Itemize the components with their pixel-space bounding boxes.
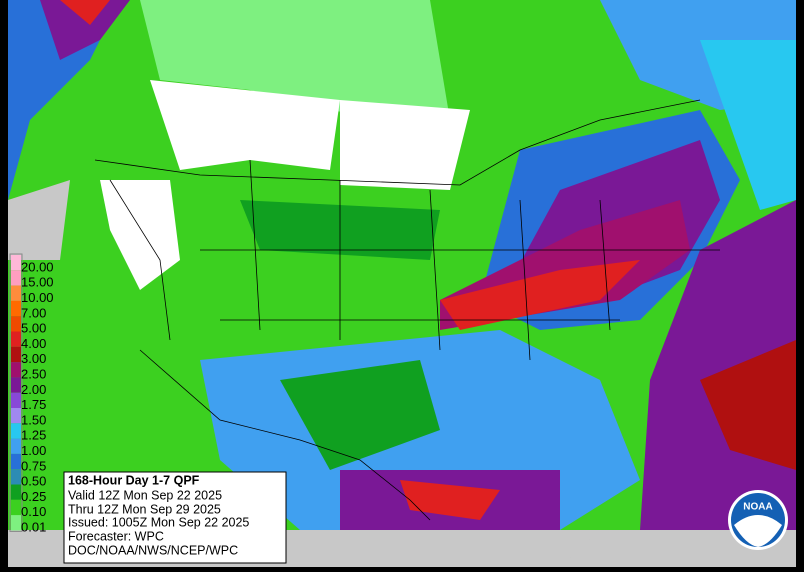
legend-label: 2.00 [21,382,46,397]
legend-swatch [11,285,21,301]
legend-swatch [11,484,21,500]
legend-swatch [11,392,21,408]
legend-label: 0.75 [21,458,46,473]
legend-label: 1.00 [21,443,46,458]
info-line: Valid 12Z Mon Sep 22 2025 [68,488,222,502]
legend-label: 1.75 [21,397,46,412]
info-line: Thru 12Z Mon Sep 29 2025 [68,502,221,516]
legend: 20.0015.0010.007.005.004.003.002.502.001… [9,253,54,535]
legend-swatch [11,423,21,439]
legend-swatch [11,300,21,317]
noaa-logo: NOAA [728,490,788,550]
legend-label: 7.00 [21,305,46,320]
legend-label: 5.00 [21,321,46,336]
info-box-frame [63,471,287,564]
legend-swatch [11,453,21,470]
legend-label: 3.00 [21,351,46,366]
legend-label: 20.00 [21,259,54,274]
legend-swatch [11,515,21,531]
legend-swatch [11,377,21,393]
legend-label: 2.50 [21,367,46,382]
legend-swatch [11,362,21,378]
logo-text: NOAA [743,502,772,513]
legend-swatch [11,255,21,271]
legend-label: 0.25 [21,489,46,504]
info-line: Forecaster: WPC [68,529,164,543]
legend-label: 15.00 [21,275,54,290]
info-title: 168-Hour Day 1-7 QPF [68,473,200,487]
legend-label: 0.10 [21,504,46,519]
info-line: Issued: 1005Z Mon Sep 22 2025 [68,515,249,529]
legend-label: 1.25 [21,428,46,443]
legend-label: 0.50 [21,474,46,489]
legend-label: 4.00 [21,336,46,351]
info-box: 168-Hour Day 1-7 QPF Valid 12Z Mon Sep 2… [63,471,287,564]
legend-frame [9,253,23,532]
legend-swatch [11,499,21,516]
legend-swatch [11,469,21,485]
legend-swatch [11,316,21,332]
precip-field [8,0,796,567]
logo-bird [734,515,782,547]
legend-label: 0.01 [21,520,46,535]
info-line: DOC/NOAA/NWS/NCEP/WPC [68,543,238,557]
legend-swatch [11,331,21,347]
legend-swatch [11,270,21,286]
legend-swatch [11,438,21,454]
legend-swatch [11,346,21,363]
borders [94,99,720,521]
legend-label: 1.50 [21,412,46,427]
legend-label: 10.00 [21,290,54,305]
legend-swatch [11,408,21,424]
